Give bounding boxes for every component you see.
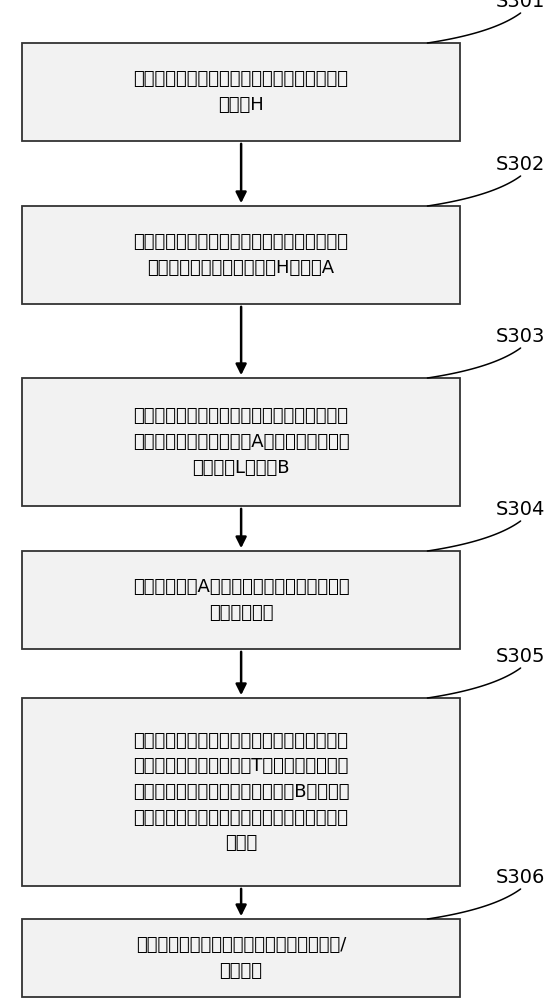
FancyBboxPatch shape — [22, 919, 460, 997]
Text: 计算所述指定时间段的所述胎心率曲线的胎心
率均值H: 计算所述指定时间段的所述胎心率曲线的胎心 率均值H — [134, 70, 349, 114]
FancyBboxPatch shape — [22, 378, 460, 506]
Text: S303: S303 — [496, 327, 545, 346]
Text: S306: S306 — [496, 868, 545, 887]
FancyBboxPatch shape — [22, 206, 460, 304]
Text: 在所述胎心率曲线的所述指定时间段内生成平
行于时间轴且纵坐标为所述H的线段A: 在所述胎心率曲线的所述指定时间段内生成平 行于时间轴且纵坐标为所述H的线段A — [134, 233, 349, 277]
FancyBboxPatch shape — [22, 43, 460, 141]
Text: 提取所述线段A与所述指定时间段的所述胎心
率曲线的交点: 提取所述线段A与所述指定时间段的所述胎心 率曲线的交点 — [133, 578, 350, 622]
Text: 在所述胎心率曲线的所述指定时间段内生成平
行于时间轴且与所述线段A的垂直距离为第一
预设阈值L的线段B: 在所述胎心率曲线的所述指定时间段内生成平 行于时间轴且与所述线段A的垂直距离为第… — [133, 407, 350, 477]
Text: S304: S304 — [496, 500, 545, 519]
FancyBboxPatch shape — [22, 551, 460, 649]
Text: S301: S301 — [496, 0, 545, 11]
Text: S302: S302 — [496, 155, 545, 174]
Text: S305: S305 — [496, 647, 545, 666]
FancyBboxPatch shape — [22, 698, 460, 886]
Text: 基于获取的所述胎心率曲线测量出所述波峰/
波谷参数: 基于获取的所述胎心率曲线测量出所述波峰/ 波谷参数 — [136, 936, 346, 980]
Text: 判断任意相邻两个所述交点是否满足两者之间
的距离大于第二预设阈值T且两者之间的所述
胎心率曲线是否存在超出所述线段B的部分，
是则获取该相邻两个所述交点之间的所: 判断任意相邻两个所述交点是否满足两者之间 的距离大于第二预设阈值T且两者之间的所… — [133, 732, 350, 852]
